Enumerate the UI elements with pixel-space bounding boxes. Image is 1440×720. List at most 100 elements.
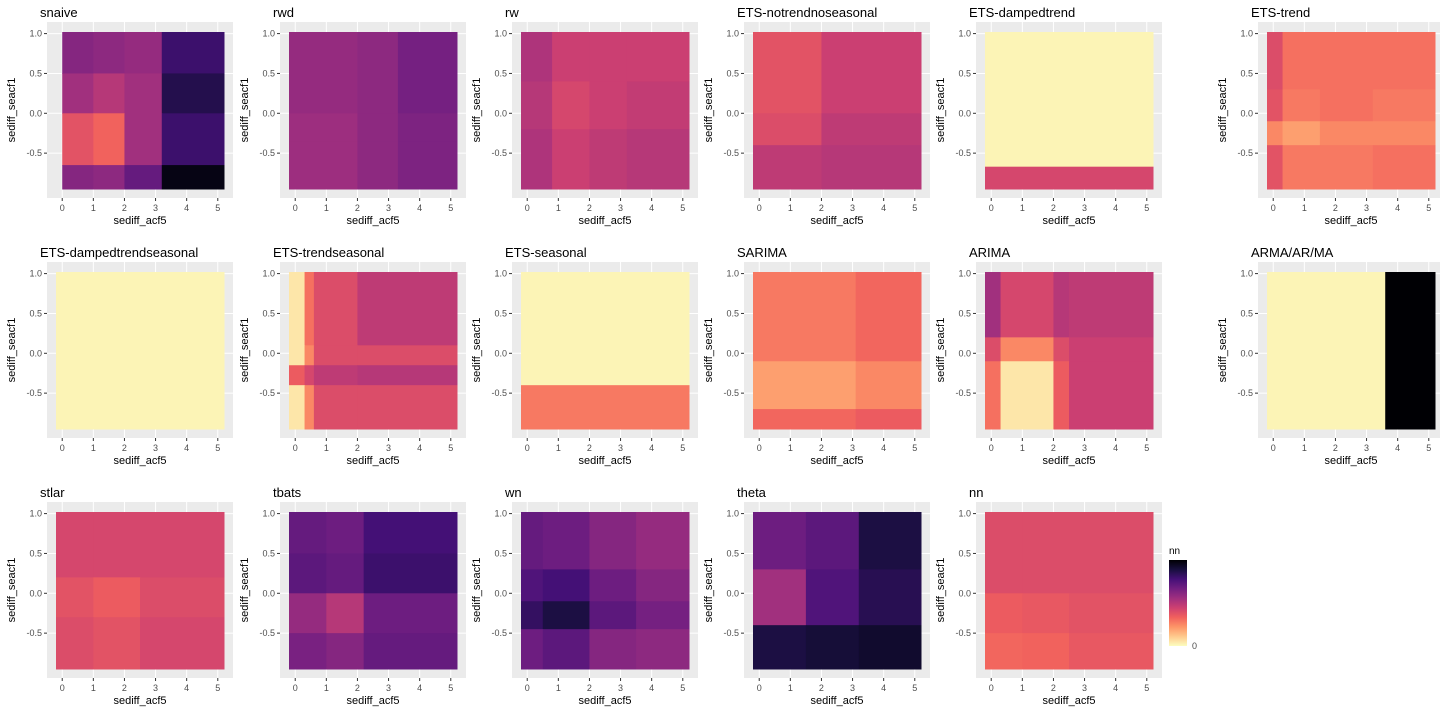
heatmap-cell — [1282, 32, 1321, 90]
y-tick-label: 1.0 — [726, 509, 739, 519]
x-tick-label: 1 — [91, 443, 96, 453]
x-tick-label: 0 — [293, 683, 298, 693]
y-tick-label: 1.0 — [726, 29, 739, 39]
chart-title: nn — [969, 485, 983, 500]
heatmap-cell — [140, 577, 225, 618]
heatmap-cell — [542, 601, 590, 630]
chart-title: tbats — [273, 485, 302, 500]
heatmap-cell — [589, 512, 637, 570]
heatmap-cell — [805, 625, 860, 670]
x-tick-label: 4 — [649, 443, 654, 453]
y-axis-label: sediff_seacf1 — [471, 318, 483, 383]
x-tick-label: 5 — [680, 683, 685, 693]
y-tick-label: 1.0 — [958, 509, 971, 519]
heatmap-cell — [985, 337, 1002, 362]
y-tick-label: 0.0 — [726, 108, 739, 118]
x-axis-label: sediff_acf5 — [1324, 455, 1377, 467]
x-tick-label: 2 — [355, 443, 360, 453]
x-tick-label: 4 — [417, 443, 422, 453]
heatmap-cell — [397, 32, 458, 114]
x-tick-label: 3 — [850, 203, 855, 213]
x-tick-label: 2 — [819, 683, 824, 693]
x-tick-label: 5 — [680, 203, 685, 213]
y-tick-label: 0.0 — [29, 348, 42, 358]
heatmap-cell — [636, 569, 690, 602]
heatmap-cell — [753, 512, 807, 570]
heatmap-cell — [289, 385, 306, 430]
heatmap-cell — [93, 165, 125, 190]
x-tick-label: 2 — [355, 683, 360, 693]
heatmap-cell — [552, 32, 590, 82]
heatmap-cell — [805, 512, 860, 570]
heatmap-cell — [589, 32, 628, 82]
heatmap-cell — [753, 145, 822, 190]
heatmap-cell — [636, 629, 690, 670]
legend: nn 0 — [1169, 546, 1197, 651]
heatmap-cell — [636, 601, 690, 630]
heatmap-cell — [124, 73, 163, 114]
y-tick-label: 0.0 — [726, 588, 739, 598]
y-axis-label: sediff_seacf1 — [471, 558, 483, 623]
heatmap-cell — [304, 345, 315, 366]
heatmap-cell — [93, 32, 125, 74]
x-tick-label: 5 — [1144, 203, 1149, 213]
heatmap-cell — [753, 113, 822, 146]
chart-panel-4: ETS-dampedtrend 0 1 2 3 4 5 1.0 0.5 0.0 -0.5 sediff… — [935, 5, 1162, 227]
x-tick-label: 1 — [324, 443, 329, 453]
y-tick-label: 1.0 — [262, 269, 275, 279]
x-tick-label: 4 — [881, 203, 886, 213]
y-tick-label: -0.5 — [259, 388, 275, 398]
heatmap-cell — [93, 577, 141, 618]
heatmap-cell — [124, 113, 163, 166]
heatmap-cell — [521, 601, 544, 630]
heatmap-cell — [1053, 337, 1070, 362]
chart-panel-10: ARIMA 0 1 2 3 4 5 1.0 0.5 0.0 -0.5 sediff_acf5 sedif… — [935, 245, 1162, 467]
heatmap-cell — [289, 345, 306, 366]
chart-panel-14: wn 0 1 2 3 4 5 1.0 0.5 0.0 -0.5 sediff_acf5 sediff_s… — [471, 485, 698, 707]
y-tick-label: 1.0 — [958, 29, 971, 39]
heatmap-cell — [363, 633, 458, 670]
heatmap-cell — [313, 385, 358, 430]
heatmap-cell — [521, 129, 553, 190]
x-tick-label: 5 — [1144, 443, 1149, 453]
heatmap-cell — [326, 553, 365, 594]
y-tick-label: 1.0 — [262, 509, 275, 519]
heatmap-cell — [161, 113, 225, 166]
x-tick-label: 2 — [1333, 443, 1338, 453]
heatmap-cell — [62, 165, 94, 190]
x-tick-label: 1 — [324, 683, 329, 693]
heatmap-cell — [1282, 121, 1321, 146]
heatmap-cell — [552, 129, 590, 190]
x-tick-label: 1 — [324, 203, 329, 213]
y-axis-label: sediff_seacf1 — [703, 78, 715, 143]
heatmap-cell — [1372, 121, 1436, 146]
heatmap-cell — [357, 272, 458, 346]
x-tick-label: 0 — [525, 443, 530, 453]
y-tick-label: 0.5 — [262, 308, 275, 318]
y-tick-label: 0.0 — [958, 348, 971, 358]
y-tick-label: -0.5 — [491, 628, 507, 638]
x-tick-label: 5 — [1144, 683, 1149, 693]
heatmap-cell — [1000, 361, 1054, 430]
x-tick-label: 1 — [556, 203, 561, 213]
y-tick-label: -0.5 — [26, 148, 42, 158]
y-tick-label: -0.5 — [955, 628, 971, 638]
x-axis-label: sediff_acf5 — [113, 695, 166, 707]
chart-panel-12: stlar 0 1 2 3 4 5 1.0 0.5 0.0 -0.5 sediff_acf5 sedif… — [6, 485, 233, 707]
heatmap-cell — [363, 553, 458, 594]
chart-panel-16: nn 0 1 2 3 4 5 1.0 0.5 0.0 -0.5 sediff_acf5 sediff_s… — [935, 485, 1162, 707]
chart-title: rw — [505, 5, 519, 20]
x-tick-label: 2 — [122, 683, 127, 693]
heatmap-cell — [1069, 593, 1154, 634]
x-tick-label: 5 — [448, 683, 453, 693]
x-tick-label: 3 — [1082, 683, 1087, 693]
x-tick-label: 2 — [1051, 203, 1056, 213]
heatmap-cell — [140, 617, 225, 670]
heatmap-cell — [326, 593, 365, 634]
heatmap-cell — [1282, 145, 1321, 190]
heatmap-cell — [552, 81, 590, 130]
heatmap-cell — [985, 512, 1023, 594]
x-tick-label: 0 — [757, 203, 762, 213]
x-tick-label: 5 — [215, 683, 220, 693]
x-tick-label: 1 — [1020, 203, 1025, 213]
